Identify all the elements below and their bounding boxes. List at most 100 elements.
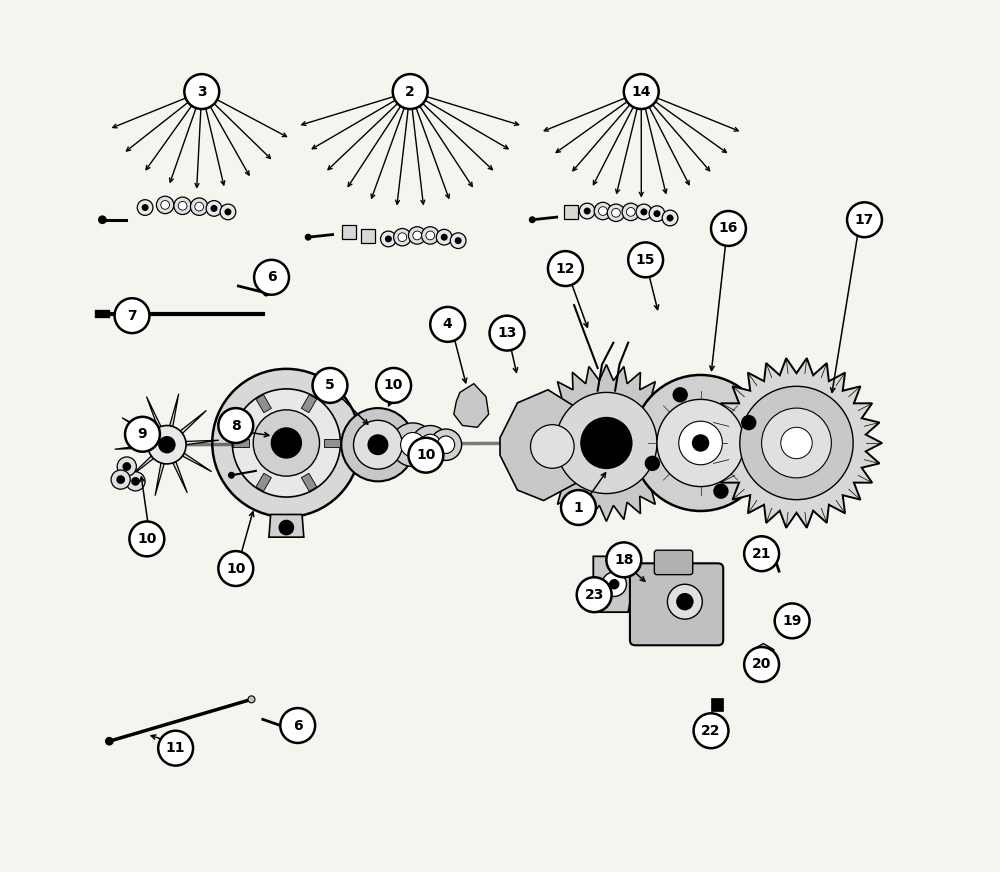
Text: 10: 10 (226, 562, 245, 576)
Circle shape (531, 425, 574, 468)
Text: 7: 7 (127, 309, 137, 323)
Circle shape (577, 577, 612, 612)
Polygon shape (324, 439, 340, 447)
Circle shape (781, 427, 812, 459)
Circle shape (740, 386, 853, 500)
Circle shape (602, 572, 626, 596)
Text: 16: 16 (719, 221, 738, 235)
Circle shape (667, 215, 674, 221)
Text: 2: 2 (405, 85, 415, 99)
Circle shape (645, 456, 659, 470)
Circle shape (210, 205, 217, 212)
Circle shape (354, 420, 402, 469)
Text: 23: 23 (584, 588, 604, 602)
Circle shape (408, 438, 443, 473)
Circle shape (285, 725, 292, 732)
Circle shape (394, 228, 411, 246)
Bar (361, 229, 375, 243)
Circle shape (253, 410, 319, 476)
Circle shape (129, 521, 164, 556)
Circle shape (561, 490, 596, 525)
Circle shape (341, 408, 415, 481)
Circle shape (626, 208, 635, 216)
Polygon shape (182, 453, 212, 472)
Circle shape (228, 472, 235, 479)
Circle shape (111, 470, 130, 489)
Text: 11: 11 (166, 741, 185, 755)
Circle shape (744, 536, 779, 571)
Circle shape (117, 457, 136, 476)
Text: 14: 14 (632, 85, 651, 99)
Circle shape (640, 208, 647, 215)
Circle shape (161, 201, 170, 209)
Circle shape (220, 204, 236, 220)
Polygon shape (122, 418, 151, 436)
Circle shape (436, 229, 452, 245)
Circle shape (174, 197, 191, 215)
FancyBboxPatch shape (630, 563, 723, 645)
Polygon shape (269, 514, 304, 537)
Text: 12: 12 (556, 262, 575, 276)
Polygon shape (711, 358, 882, 528)
Circle shape (529, 216, 536, 223)
Circle shape (628, 242, 663, 277)
Polygon shape (301, 395, 317, 412)
Circle shape (148, 426, 186, 464)
Circle shape (744, 647, 779, 682)
Circle shape (612, 208, 620, 217)
Polygon shape (301, 473, 317, 491)
Text: 4: 4 (443, 317, 453, 331)
Circle shape (673, 388, 687, 402)
Circle shape (455, 237, 462, 244)
Circle shape (248, 696, 255, 703)
Circle shape (662, 210, 678, 226)
Circle shape (633, 375, 769, 511)
Polygon shape (115, 445, 148, 449)
Circle shape (426, 231, 435, 240)
Circle shape (280, 708, 315, 743)
Circle shape (754, 546, 764, 556)
FancyBboxPatch shape (654, 550, 693, 575)
Circle shape (279, 520, 294, 535)
Circle shape (794, 615, 803, 623)
Circle shape (579, 203, 595, 219)
Polygon shape (186, 440, 219, 445)
Polygon shape (593, 556, 633, 612)
Circle shape (711, 211, 746, 246)
Circle shape (224, 208, 231, 215)
Circle shape (190, 198, 208, 215)
Polygon shape (233, 439, 249, 447)
Circle shape (206, 201, 222, 216)
Circle shape (115, 298, 149, 333)
Text: 17: 17 (855, 213, 874, 227)
Circle shape (105, 737, 114, 746)
Polygon shape (170, 394, 179, 426)
Circle shape (609, 579, 619, 589)
Circle shape (788, 609, 809, 630)
Text: 19: 19 (782, 614, 802, 628)
Circle shape (413, 231, 422, 240)
Text: 8: 8 (231, 419, 241, 433)
Circle shape (624, 74, 659, 109)
Circle shape (785, 615, 794, 623)
Bar (711, 698, 723, 711)
Text: 10: 10 (384, 378, 403, 392)
Circle shape (548, 251, 583, 286)
Circle shape (305, 234, 312, 241)
Circle shape (430, 429, 462, 460)
Circle shape (430, 307, 465, 342)
Circle shape (158, 436, 176, 453)
Circle shape (420, 434, 441, 455)
Text: 3: 3 (197, 85, 207, 99)
Polygon shape (528, 364, 685, 521)
Text: 6: 6 (267, 270, 276, 284)
Circle shape (667, 584, 702, 619)
Polygon shape (500, 390, 592, 501)
Polygon shape (127, 456, 154, 479)
Circle shape (232, 389, 340, 497)
Circle shape (398, 233, 407, 242)
Circle shape (762, 408, 831, 478)
Text: 21: 21 (752, 547, 771, 561)
Circle shape (125, 417, 160, 452)
Circle shape (692, 434, 709, 452)
